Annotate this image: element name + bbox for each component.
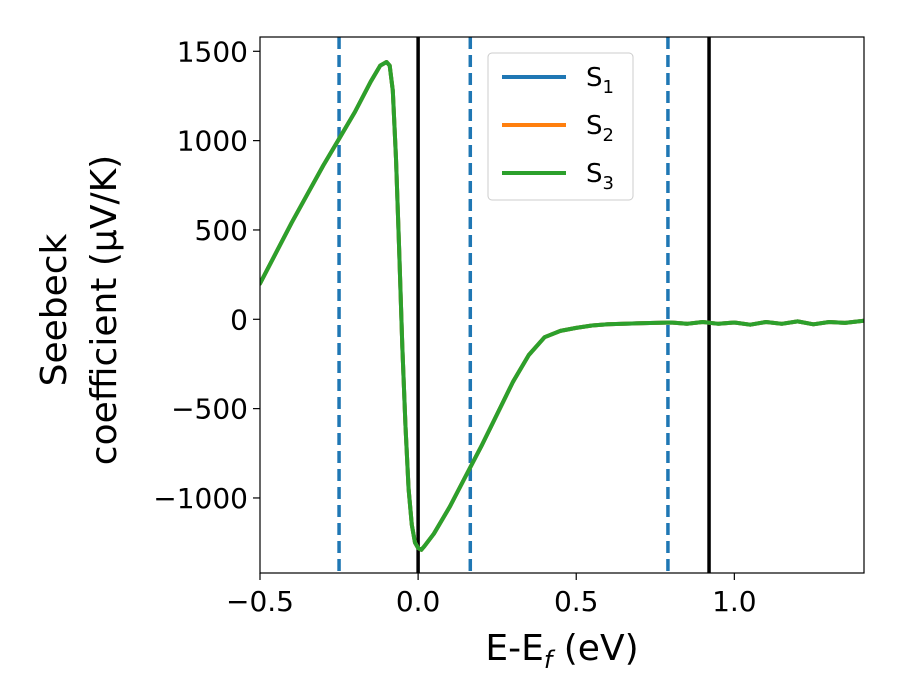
plot-frame bbox=[259, 36, 865, 574]
y-axis-ticks: −1000 −500 0 500 1000 1500 bbox=[153, 35, 260, 515]
y-tick-label: 1000 bbox=[177, 125, 248, 158]
y-tick-label: 500 bbox=[195, 214, 248, 247]
x-axis-ticks: −0.5 0.0 0.5 1.0 bbox=[226, 573, 757, 618]
y-tick-label: −1000 bbox=[153, 482, 248, 515]
x-axis-label: E-Ef (eV) bbox=[485, 628, 638, 674]
legend-label-s1: S1 bbox=[586, 63, 614, 98]
x-tick-label: 0.5 bbox=[554, 585, 599, 618]
legend-label-s3: S3 bbox=[586, 159, 614, 194]
x-tick-label: 1.0 bbox=[712, 585, 757, 618]
x-tick-label: 0.0 bbox=[396, 585, 441, 618]
legend-label-s2: S2 bbox=[586, 111, 614, 146]
vertical-reference-lines bbox=[337, 37, 711, 573]
series-lines bbox=[260, 60, 864, 552]
y-axis-label-line2: coefficient (μV/K) bbox=[84, 155, 125, 465]
x-axis-label-main: E-E bbox=[485, 628, 543, 669]
series-line-s3 bbox=[260, 60, 864, 552]
x-axis-label-unit: (eV) bbox=[552, 628, 638, 669]
legend: S1 S2 S3 bbox=[487, 52, 634, 201]
y-tick-label: 1500 bbox=[177, 35, 248, 68]
y-tick-label: −500 bbox=[171, 393, 248, 426]
y-axis-label-line1: Seebeck bbox=[34, 233, 75, 386]
y-axis-label: Seebeck coefficient (μV/K) bbox=[34, 155, 125, 465]
x-tick-label: −0.5 bbox=[226, 585, 294, 618]
y-tick-label: 0 bbox=[230, 303, 248, 336]
